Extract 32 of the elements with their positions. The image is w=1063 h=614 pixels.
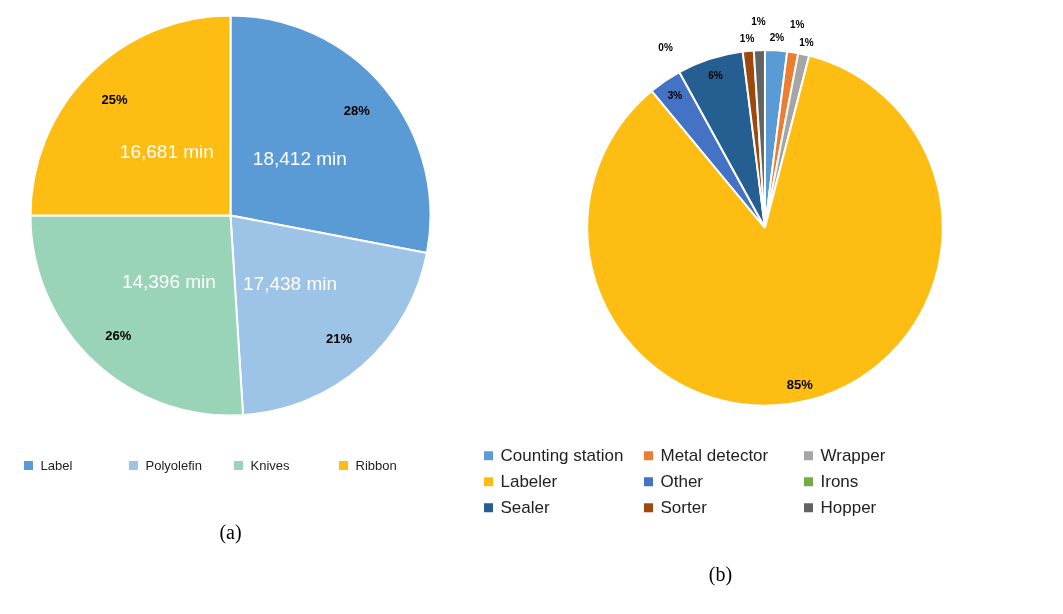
legend-label: Knives (250, 458, 291, 473)
legend-label: Counting station (500, 446, 624, 466)
legend-label: Hopper (820, 498, 877, 518)
data-label: 26% (105, 327, 132, 343)
data-label: 25% (101, 92, 128, 108)
data-label: 3% (667, 89, 683, 101)
data-label: 1% (789, 18, 805, 30)
data-label: 1% (751, 16, 766, 28)
data-label: 21% (325, 331, 353, 347)
text: 14,396 min (121, 270, 216, 292)
text: 0% (658, 41, 673, 53)
data-label: 1% (799, 36, 814, 48)
data-label: 1% (739, 32, 755, 44)
data-label: 6% (708, 70, 723, 82)
legend-label: Wrapper (820, 446, 886, 466)
legend-label: Ribbon (355, 458, 397, 473)
data-label: 85% (786, 376, 814, 392)
legend-label: Labeler (500, 472, 558, 492)
legend-label: Sorter (660, 498, 708, 518)
legend-label: Other (660, 472, 704, 492)
text: 18,412 min (252, 147, 347, 169)
data-label: 28% (343, 103, 371, 119)
text: 17,438 min (243, 272, 338, 294)
legend-label: Metal detector (660, 446, 769, 466)
legend-label: Irons (820, 472, 859, 492)
legend-label: Sealer (500, 498, 550, 518)
legend-label: Polyolefin (145, 458, 202, 473)
text: (b) (708, 562, 733, 586)
data-label: 2% (769, 32, 785, 44)
text: (a) (219, 520, 242, 544)
legend-label: Label (40, 458, 73, 473)
text: 16,681 min (119, 141, 214, 163)
